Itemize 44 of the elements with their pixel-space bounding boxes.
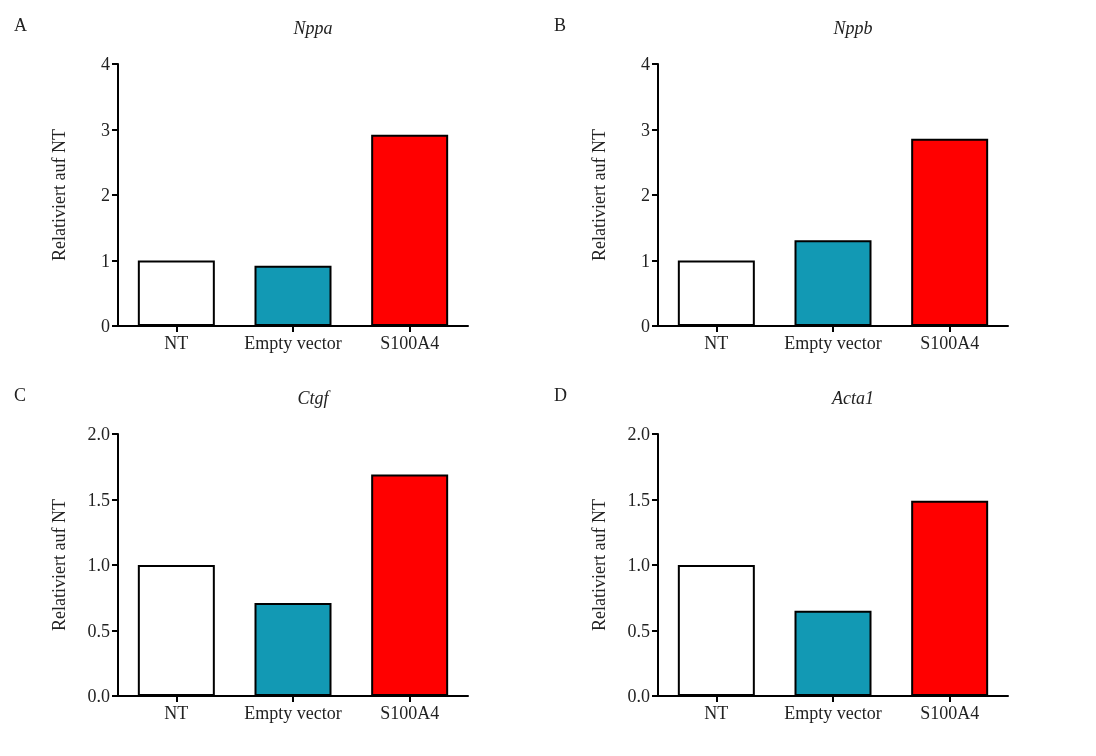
chart-title: Ctgf xyxy=(297,388,332,408)
x-tick-label: S100A4 xyxy=(380,333,440,353)
y-tick-label: 4 xyxy=(101,54,110,74)
chart-title: Nppb xyxy=(832,18,873,38)
x-tick-label: S100A4 xyxy=(380,703,440,723)
y-tick-label: 3 xyxy=(101,119,110,140)
y-axis-title: Relativiert auf NT xyxy=(49,499,69,631)
y-tick-label: 0.5 xyxy=(627,620,650,641)
text: B xyxy=(554,15,567,35)
x-tick-label: Empty vector xyxy=(784,333,882,353)
y-axis-title: Relativiert auf NT xyxy=(589,129,609,261)
y-tick-label: 0 xyxy=(641,316,650,336)
y-tick-label: 0.5 xyxy=(87,620,110,641)
y-tick-label: 2 xyxy=(641,185,650,205)
y-axis-title: Relativiert auf NT xyxy=(49,129,69,261)
y-tick-label: 1.5 xyxy=(627,489,650,510)
y-tick-label: 2 xyxy=(101,185,110,205)
x-tick-label: S100A4 xyxy=(920,333,980,353)
y-tick-label: 1 xyxy=(641,250,650,271)
text: D xyxy=(554,385,567,405)
y-tick-label: 1.0 xyxy=(627,555,650,575)
y-tick-label: 2.0 xyxy=(627,424,650,444)
y-tick-label: 2.0 xyxy=(87,424,110,444)
x-tick-label: Empty vector xyxy=(244,333,342,353)
x-tick-label: Empty vector xyxy=(244,703,342,723)
y-tick-label: 1.5 xyxy=(87,489,110,510)
x-tick-label: NT xyxy=(704,703,729,723)
x-tick-label: S100A4 xyxy=(920,703,980,723)
x-tick-label: NT xyxy=(704,333,729,353)
y-tick-label: 3 xyxy=(641,119,650,140)
x-tick-label: NT xyxy=(164,333,189,353)
y-tick-label: 1.0 xyxy=(87,555,110,575)
x-tick-label: NT xyxy=(164,703,189,723)
text: C xyxy=(14,385,27,405)
y-tick-label: 0 xyxy=(101,316,110,336)
y-tick-label: 4 xyxy=(641,54,650,74)
y-axis-title: Relativiert auf NT xyxy=(589,499,609,631)
text: A xyxy=(14,15,27,35)
x-tick-label: Empty vector xyxy=(784,703,882,723)
chart-title: Acta1 xyxy=(831,388,874,408)
chart-title: Nppa xyxy=(292,18,333,38)
y-tick-label: 0.0 xyxy=(87,686,110,706)
y-tick-label: 0.0 xyxy=(627,686,650,706)
y-tick-label: 1 xyxy=(101,250,110,271)
